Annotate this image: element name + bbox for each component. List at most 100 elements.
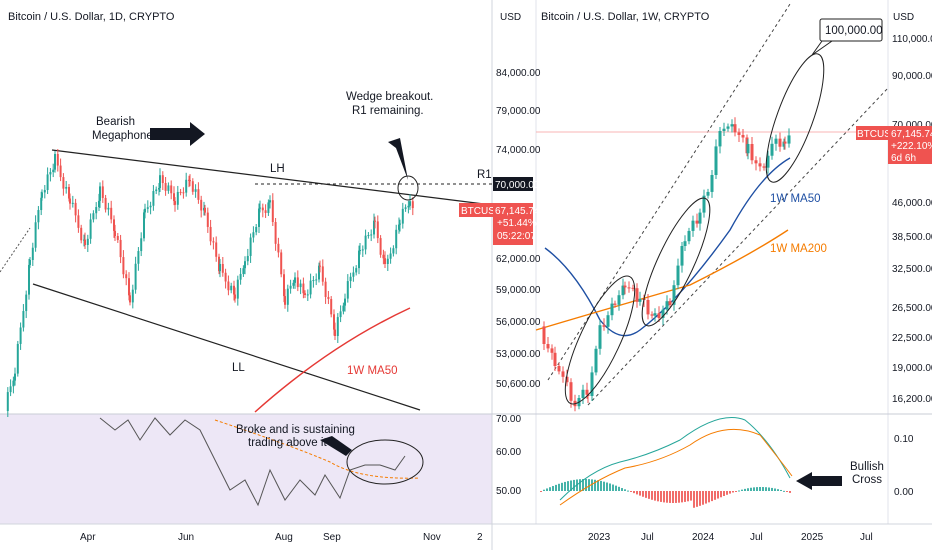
- candle-body: [730, 124, 734, 127]
- macd-bar: [753, 487, 755, 491]
- left-candles: [6, 149, 414, 417]
- change-left: +51.44%: [497, 218, 537, 229]
- candle-body: [661, 309, 665, 318]
- right-x-tick: Jul: [860, 532, 873, 543]
- macd-bar: [669, 491, 671, 503]
- candle-body: [542, 326, 546, 344]
- candle-body: [54, 154, 56, 170]
- channel-upper: [547, 3, 791, 381]
- macd-histogram: [540, 479, 791, 508]
- macd-bar: [609, 483, 611, 491]
- macd-bar: [678, 491, 680, 503]
- candle-body: [98, 200, 100, 208]
- candle-body: [411, 201, 414, 209]
- candle-body: [200, 199, 203, 211]
- candle-body: [683, 241, 687, 246]
- candle-body: [355, 268, 358, 273]
- candle-body: [379, 238, 382, 255]
- candle-body: [352, 272, 355, 277]
- macd-bar: [720, 491, 722, 498]
- candle-body: [40, 197, 43, 211]
- candle-body: [364, 235, 367, 250]
- candle-body: [41, 192, 43, 198]
- macd-bar: [693, 491, 695, 508]
- candle-body: [665, 301, 669, 310]
- candle-body: [218, 256, 220, 272]
- candle-body: [6, 392, 9, 411]
- candle-body: [259, 207, 261, 209]
- countdown-right: 6d 6h: [891, 153, 916, 164]
- left-x-tick: 2: [477, 532, 483, 543]
- candle-body: [140, 238, 143, 252]
- macd-bar: [597, 480, 599, 491]
- candle-body: [19, 327, 22, 344]
- candle-body: [766, 155, 770, 168]
- candle-body: [691, 220, 695, 231]
- candle-body: [714, 146, 718, 175]
- macd-bar: [789, 491, 791, 493]
- macd-bar: [780, 489, 782, 491]
- candle-body: [758, 163, 762, 167]
- candle-body: [367, 235, 370, 237]
- macd-bar: [648, 491, 650, 499]
- candle-body: [613, 303, 617, 305]
- candle-body: [623, 285, 627, 288]
- right-y-tick: 26,500.00: [892, 303, 932, 314]
- right-x-tick: 2025: [801, 532, 824, 543]
- candle-body: [585, 389, 589, 395]
- candle-body: [409, 201, 411, 206]
- macd-bar: [750, 487, 752, 491]
- candle-body: [302, 283, 305, 294]
- candle-body: [197, 189, 200, 200]
- rsi-level: 60.00: [496, 447, 521, 458]
- candle-body: [158, 188, 160, 190]
- candle-body: [129, 295, 131, 303]
- megaphone-arrow: [150, 122, 205, 146]
- macd-bar: [687, 491, 689, 502]
- right-y-tick: 16,200.00: [892, 394, 932, 405]
- macd-bar: [639, 491, 641, 496]
- candle-body: [22, 311, 25, 328]
- candle-body: [294, 277, 296, 283]
- left-x-tick: Nov: [423, 532, 441, 543]
- macd-bar: [666, 491, 668, 503]
- macd-bar: [561, 482, 563, 491]
- candle-body: [638, 298, 642, 302]
- macd-bar: [714, 491, 716, 500]
- macd-bar: [705, 491, 707, 504]
- candle-body: [269, 200, 271, 203]
- candle-body: [395, 229, 398, 249]
- candle-body: [318, 265, 320, 280]
- candle-body: [179, 191, 182, 193]
- candle-body: [206, 212, 209, 227]
- candle-body: [176, 191, 179, 205]
- channel-lower: [587, 87, 889, 406]
- candle-body: [119, 239, 122, 258]
- candle-body: [174, 201, 176, 205]
- macd-bar: [726, 491, 728, 495]
- candle-body: [29, 260, 31, 265]
- candle-body: [14, 373, 16, 381]
- macd-bar: [552, 486, 554, 491]
- macd-bar: [717, 491, 719, 499]
- candle-body: [95, 207, 98, 214]
- macd-line: [559, 417, 791, 501]
- rsi-level: 70.00: [496, 414, 521, 425]
- megaphone-lower-line: [32, 283, 421, 411]
- macd-bar: [744, 488, 746, 491]
- macd-bar: [645, 491, 647, 498]
- rsi-level: 50.00: [496, 486, 521, 497]
- candle-body: [242, 268, 245, 274]
- candle-body: [244, 261, 246, 269]
- cycle-ellipse-1: [564, 275, 636, 405]
- macd-bar: [549, 487, 551, 491]
- candle-body: [754, 160, 758, 164]
- candle-body: [787, 135, 791, 144]
- r1-label: R1: [477, 169, 492, 181]
- left-y-tick: 56,000.00: [496, 317, 541, 328]
- candle-body: [59, 165, 62, 178]
- countdown-left: 05:22:07: [497, 231, 536, 242]
- candle-body: [698, 212, 702, 224]
- trend-dotted-line: [0, 227, 31, 273]
- candle-body: [43, 190, 46, 193]
